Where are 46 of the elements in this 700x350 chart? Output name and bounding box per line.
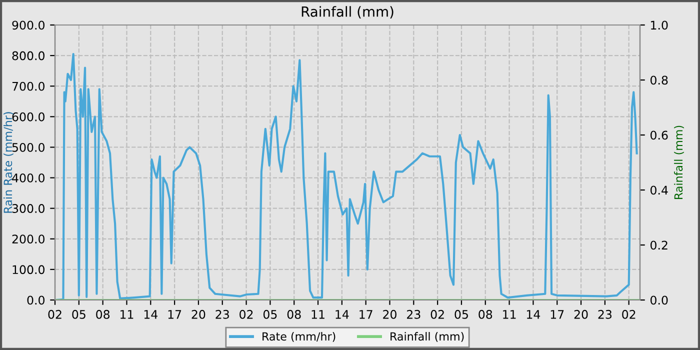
y-axis-title: Rain Rate (mm/hr) [4,112,14,213]
y-tick-label: 100.0 [12,265,44,274]
x-tick-label: 14 [144,310,158,319]
x-tick-label: 02 [430,310,444,319]
x-tick-label: 14 [336,310,349,319]
x-tick-label: 08 [287,310,301,319]
x-tick-label: 08 [96,310,110,319]
y2-tick-label: 0.6 [650,130,668,140]
y2-tick-label: 0.8 [650,76,668,85]
x-tick-label: 11 [120,310,134,319]
y2-axis-title: Rainfall (mm) [674,126,684,199]
y2-tick-label: 0.0 [650,296,668,305]
x-tick-label: 23 [598,310,612,319]
y2-tick-label: 0.4 [650,186,668,195]
x-tick-label: 20 [383,310,396,319]
x-tick-label: 05 [454,310,468,319]
y2-tick-label: 1.0 [651,20,668,30]
y-tick-label: 900.0 [12,20,44,30]
y-tick-label: 0.0 [27,296,44,305]
x-tick-label: 23 [407,310,420,319]
y-tick-label: 200.0 [12,234,44,244]
x-tick-label: 17 [168,310,182,319]
chart-title: Rainfall (mm) [302,6,394,18]
legend-label: Rainfall (mm) [390,332,464,342]
x-tick-label: 05 [263,310,277,319]
y-tick-label: 600.0 [12,112,44,122]
x-tick-label: 20 [574,310,588,319]
x-tick-label: 11 [503,310,516,319]
x-tick-label: 02 [240,310,253,319]
y2-tick-label: 0.2 [650,240,668,250]
y-tick-label: 700.0 [12,82,44,91]
x-tick-label: 17 [550,310,564,319]
y-tick-label: 300.0 [12,204,44,213]
x-tick-label: 17 [360,310,372,319]
x-tick-label: 20 [192,310,206,319]
x-tick-label: 08 [478,310,492,319]
y-tick-label: 800.0 [12,51,44,60]
x-tick-label: 23 [216,310,229,319]
y-tick-label: 500.0 [12,142,44,152]
x-tick-label: 11 [312,310,324,319]
x-tick-label: 05 [72,310,86,319]
x-tick-label: 02 [622,310,636,319]
x-tick-label: 02 [48,310,62,319]
y-tick-label: 400.0 [12,174,44,182]
legend-label: Rate (mm/hr) [262,332,336,342]
x-tick-label: 14 [526,310,540,319]
